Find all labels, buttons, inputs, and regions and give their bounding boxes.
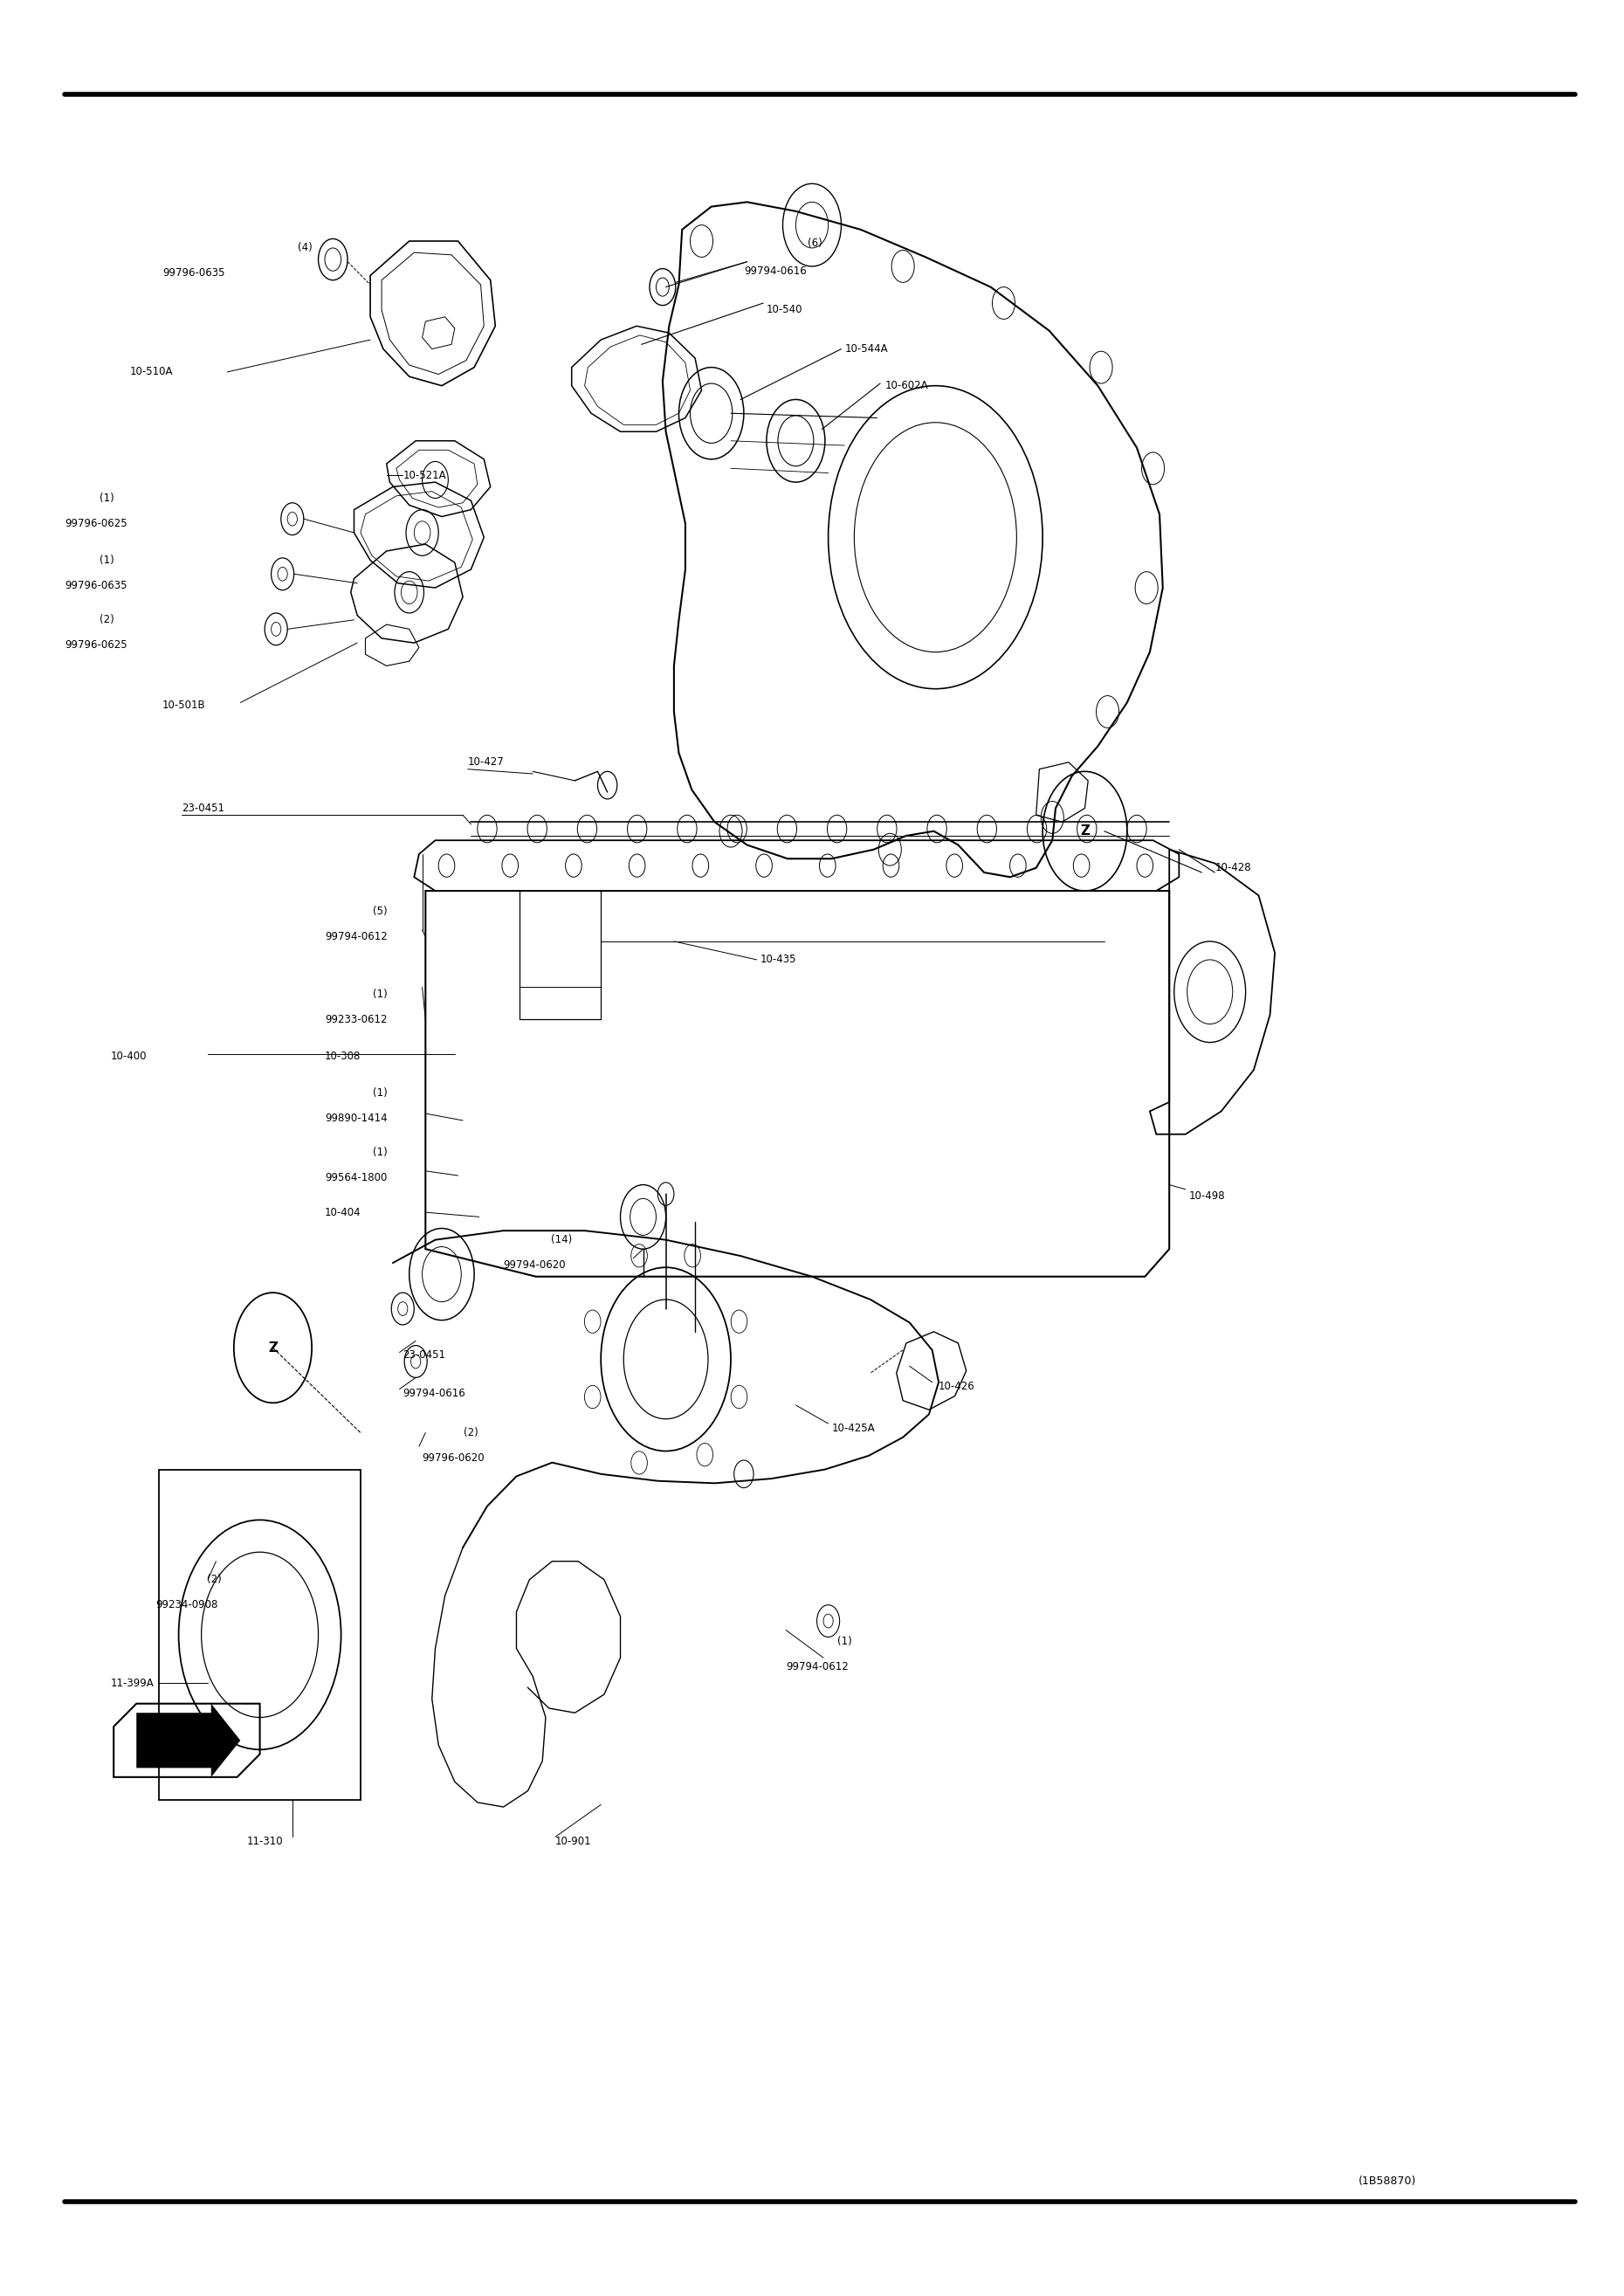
Text: 10-426: 10-426 — [939, 1382, 974, 1391]
Text: 10-602A: 10-602A — [885, 381, 929, 390]
Text: FWD: FWD — [143, 1740, 169, 1750]
Text: 10-404: 10-404 — [325, 1208, 361, 1217]
Text: 10-435: 10-435 — [760, 955, 796, 964]
Text: (1): (1) — [372, 990, 388, 999]
Text: (1): (1) — [372, 1148, 388, 1157]
Text: 10-544A: 10-544A — [844, 344, 888, 354]
Text: 99794-0612: 99794-0612 — [325, 932, 388, 941]
Text: 10-400: 10-400 — [110, 1052, 146, 1061]
Text: (1): (1) — [99, 494, 115, 503]
Text: 99233-0612: 99233-0612 — [325, 1015, 387, 1024]
Text: 10-901: 10-901 — [555, 1837, 591, 1846]
Text: 10-521A: 10-521A — [403, 471, 447, 480]
Text: 99890-1414: 99890-1414 — [325, 1114, 388, 1123]
Text: (1): (1) — [372, 1088, 388, 1097]
Text: 10-498: 10-498 — [1189, 1192, 1224, 1201]
Text: 99564-1800: 99564-1800 — [325, 1173, 387, 1182]
Text: (2): (2) — [463, 1428, 479, 1437]
Text: 99794-0612: 99794-0612 — [786, 1662, 849, 1671]
Text: 23-0451: 23-0451 — [403, 1350, 445, 1359]
Text: (1B58870): (1B58870) — [1358, 2177, 1416, 2186]
Text: 99234-0908: 99234-0908 — [156, 1600, 218, 1609]
Polygon shape — [136, 1704, 240, 1777]
Text: 11-399A: 11-399A — [110, 1678, 154, 1688]
Text: 99794-0616: 99794-0616 — [403, 1389, 466, 1398]
Text: (1): (1) — [99, 556, 115, 565]
Text: 23-0451: 23-0451 — [182, 804, 224, 813]
Text: (1): (1) — [836, 1637, 853, 1646]
Text: (4): (4) — [297, 243, 313, 253]
Text: 99796-0625: 99796-0625 — [65, 519, 128, 528]
Text: 11-310: 11-310 — [247, 1837, 283, 1846]
Text: 99796-0625: 99796-0625 — [65, 641, 128, 650]
Text: 99796-0635: 99796-0635 — [65, 581, 127, 590]
Text: (2): (2) — [99, 615, 115, 625]
Text: (2): (2) — [206, 1575, 222, 1584]
Text: 99796-0620: 99796-0620 — [422, 1453, 486, 1463]
Text: (5): (5) — [374, 907, 387, 916]
Text: 10-425A: 10-425A — [831, 1424, 875, 1433]
Text: 99796-0635: 99796-0635 — [162, 269, 224, 278]
Text: 99794-0620: 99794-0620 — [503, 1261, 567, 1270]
Text: 10-501B: 10-501B — [162, 700, 206, 709]
Text: 10-308: 10-308 — [325, 1052, 361, 1061]
Text: Z: Z — [268, 1341, 278, 1355]
Text: (6): (6) — [807, 239, 823, 248]
Text: 10-510A: 10-510A — [130, 367, 174, 377]
Text: 10-540: 10-540 — [767, 305, 802, 315]
Text: 99794-0616: 99794-0616 — [744, 266, 807, 276]
Text: (14): (14) — [551, 1235, 573, 1244]
Text: 10-428: 10-428 — [1215, 863, 1250, 872]
Text: 10-427: 10-427 — [468, 758, 503, 767]
Text: Z: Z — [1080, 824, 1090, 838]
